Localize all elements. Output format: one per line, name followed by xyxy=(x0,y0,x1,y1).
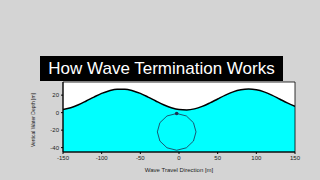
svg-text:Wave Travel Direction [m]: Wave Travel Direction [m] xyxy=(145,167,214,173)
svg-text:0: 0 xyxy=(56,110,60,116)
svg-text:50: 50 xyxy=(214,155,221,161)
svg-text:100: 100 xyxy=(251,155,262,161)
svg-text:-50: -50 xyxy=(136,155,145,161)
svg-text:Vertical Water Depth [m]: Vertical Water Depth [m] xyxy=(30,92,36,147)
svg-text:-150: -150 xyxy=(57,155,70,161)
svg-text:-20: -20 xyxy=(50,127,59,133)
svg-text:-40: -40 xyxy=(50,145,59,151)
svg-text:0: 0 xyxy=(177,155,181,161)
svg-text:-100: -100 xyxy=(96,155,109,161)
svg-text:20: 20 xyxy=(52,92,59,98)
svg-text:150: 150 xyxy=(290,155,301,161)
html-text:How Wave Termination Works: How Wave Termination Works xyxy=(48,59,275,78)
